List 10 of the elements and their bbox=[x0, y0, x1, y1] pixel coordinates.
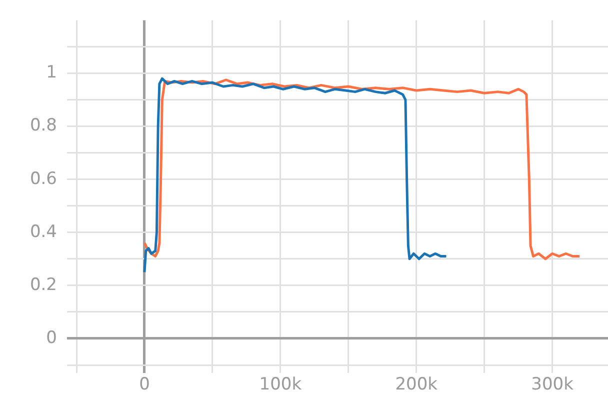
y-tick-label: 0.8 bbox=[30, 116, 57, 136]
x-tick-label: 300k bbox=[531, 374, 574, 395]
x-tick-label: 100k bbox=[259, 374, 302, 395]
x-tick-label: 200k bbox=[395, 374, 438, 395]
y-tick-label: 1 bbox=[46, 62, 57, 83]
x-tick-label: 0 bbox=[139, 374, 150, 395]
y-tick-label: 0.2 bbox=[30, 274, 57, 295]
y-tick-label: 0.4 bbox=[30, 222, 57, 242]
y-tick-label: 0 bbox=[46, 328, 57, 348]
y-tick-label: 0.6 bbox=[30, 168, 57, 189]
